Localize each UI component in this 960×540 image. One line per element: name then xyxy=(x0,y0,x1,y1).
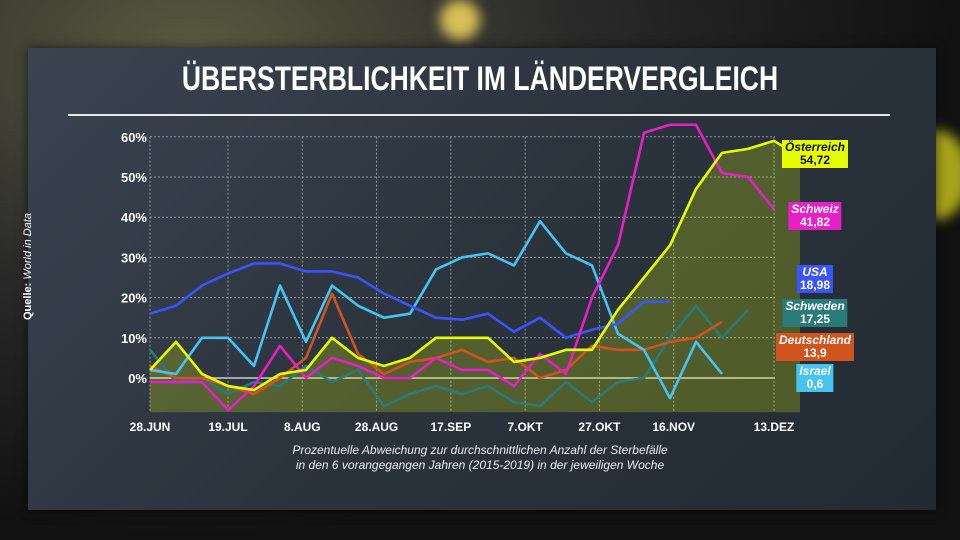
series-name: Israel xyxy=(799,364,831,378)
series-label-usa: USA 18,98 xyxy=(796,265,834,293)
x-tick-label: 13.DEZ xyxy=(754,420,795,434)
y-tick-label: 60% xyxy=(121,130,147,145)
series-label-schweiz: Schweiz 41,82 xyxy=(788,202,842,230)
x-tick-label: 28.AUG xyxy=(355,420,398,434)
series-last-value: 54,72 xyxy=(799,153,831,167)
y-tick-label: 0% xyxy=(128,371,147,386)
y-tick-label: 40% xyxy=(121,210,147,225)
y-tick-label: 20% xyxy=(121,291,147,306)
subtitle-line-1: Prozentuelle Abweichung zur durchschnitt… xyxy=(292,443,668,457)
series-last-value: 41,82 xyxy=(799,215,831,229)
series-last-value: 18,98 xyxy=(799,278,831,292)
y-tick-label: 10% xyxy=(121,331,147,346)
series-name: USA xyxy=(802,265,828,279)
series-line-österreich xyxy=(149,139,801,392)
x-tick-label: 8.AUG xyxy=(284,420,321,434)
series-label-israel: Israel 0,6 xyxy=(796,364,834,392)
subtitle-line-2: in den 6 vorangegangen Jahren (2015-2019… xyxy=(295,458,665,472)
x-tick-label: 16.NOV xyxy=(652,420,695,434)
series-label-schweden: Schweden 17,25 xyxy=(782,299,848,327)
y-tick-label: 30% xyxy=(121,250,147,265)
x-tick-label: 28.JUN xyxy=(130,420,171,434)
chart-subtitle: Prozentuelle Abweichung zur durchschnitt… xyxy=(230,443,730,473)
x-tick-label: 19.JUL xyxy=(208,420,247,434)
series-label-österreich: Österreich 54,72 xyxy=(781,140,849,168)
background-light xyxy=(440,0,480,40)
series-line-schweden xyxy=(148,304,749,408)
y-tick-label: 50% xyxy=(121,170,147,185)
series-label-deutschland: Deutschland 13,9 xyxy=(775,333,855,361)
x-tick-label: 17.SEP xyxy=(431,420,472,434)
series-last-value: 13,9 xyxy=(803,346,827,360)
series-name: Schweiz xyxy=(791,202,839,216)
title-divider xyxy=(68,114,890,116)
series-line-usa xyxy=(149,262,670,340)
series-last-value: 17,25 xyxy=(799,312,831,326)
series-name: Deutschland xyxy=(778,333,852,347)
x-tick-label: 27.OKT xyxy=(578,420,621,434)
chart-title: ÜBERSTERBLICHKEIT IM LÄNDERVERGLEICH xyxy=(181,60,779,98)
x-tick-label: 7.OKT xyxy=(507,420,543,434)
series-line-schweiz xyxy=(150,123,776,412)
series-name: Österreich xyxy=(784,140,846,154)
series-last-value: 0,6 xyxy=(806,377,824,391)
chart-panel xyxy=(28,48,936,510)
series-line-israel xyxy=(149,219,724,400)
series-name: Schweden xyxy=(785,299,845,313)
